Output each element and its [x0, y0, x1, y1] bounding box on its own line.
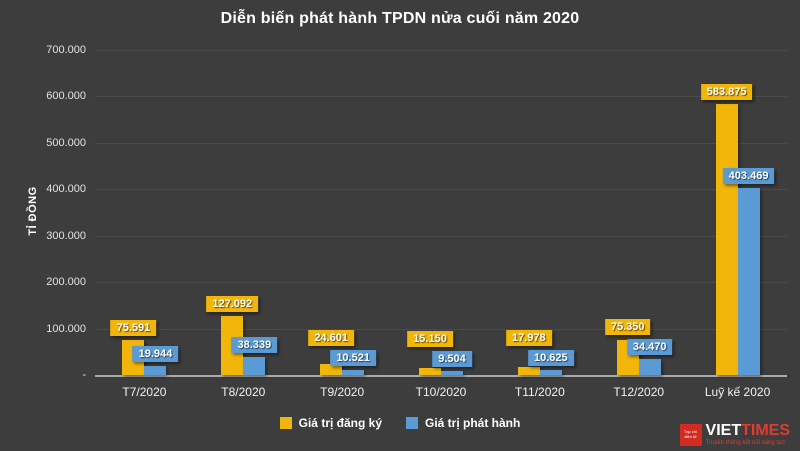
viettimes-logo: Tạp chí điện tử VIETTIMES Truyền thông k… [679, 423, 790, 447]
gridline [95, 96, 787, 98]
bar-value-label-dang-ky: 127.092 [206, 295, 259, 312]
bar-value-label-dang-ky: 583.875 [700, 83, 753, 100]
bar-value-label-dang-ky: 75.591 [110, 319, 157, 336]
logo-tagline: Truyền thông kết nối sáng tạo [705, 440, 785, 446]
category-label: T12/2020 [613, 385, 665, 399]
bar-dang-ky [419, 367, 441, 375]
bar-value-label-phat-hanh: 19.944 [132, 345, 179, 362]
legend-swatch-yellow [279, 417, 292, 429]
bar-phat-hanh [737, 187, 760, 375]
bar-value-label-phat-hanh: 38.339 [231, 337, 278, 354]
bar-phat-hanh [441, 370, 463, 375]
y-tick-label: 100.000 [46, 322, 86, 335]
category-label: T9/2020 [320, 385, 365, 399]
legend-label-dang-ky: Giá trị đăng ký [298, 416, 382, 430]
bar-value-label-phat-hanh: 9.504 [432, 350, 472, 367]
category-label: T11/2020 [514, 385, 565, 399]
y-tick-label: 200.000 [46, 276, 86, 289]
bar-value-label-phat-hanh: 403.469 [722, 167, 775, 184]
category-label: T7/2020 [122, 385, 167, 399]
y-tick-label: 300.000 [46, 229, 86, 242]
category-label: T8/2020 [221, 385, 266, 399]
logo-name-viet: VIET [705, 422, 742, 439]
gridline [95, 142, 787, 144]
legend-swatch-blue [406, 417, 418, 429]
legend-item-phat-hanh: Giá trị phát hành [406, 416, 520, 430]
bar-phat-hanh [144, 365, 167, 375]
category-label: T10/2020 [415, 385, 467, 399]
y-tick-label: 400.000 [46, 183, 86, 196]
category-label: Luỹ kế 2020 [704, 385, 771, 399]
bar-dang-ky [517, 366, 540, 375]
logo-name-times: TIMES [741, 422, 790, 439]
bar-value-label-phat-hanh: 34.470 [626, 338, 673, 355]
bar-value-label-dang-ky: 24.601 [308, 330, 354, 347]
gridline [95, 235, 787, 237]
bar-value-label-dang-ky: 75.350 [604, 318, 651, 335]
bar-value-label-dang-ky: 17.978 [506, 330, 552, 347]
legend: Giá trị đăng ký Giá trị phát hành [0, 416, 800, 430]
y-tick-label: 500.000 [46, 136, 86, 149]
viettimes-logo-icon: Tạp chí điện tử [679, 423, 702, 446]
bar-dang-ky [715, 103, 738, 375]
gridline [95, 328, 787, 330]
gridline [95, 282, 787, 284]
bar-phat-hanh [243, 357, 266, 375]
legend-label-phat-hanh: Giá trị phát hành [425, 416, 521, 430]
y-tick-label: 700.000 [46, 44, 86, 56]
x-axis-line [95, 375, 787, 377]
y-tick-label: 600.000 [46, 90, 86, 103]
bar-dang-ky [320, 363, 343, 375]
gridline [95, 50, 787, 51]
gridline [95, 189, 787, 191]
legend-item-dang-ky: Giá trị đăng ký [279, 416, 382, 430]
bar-value-label-phat-hanh: 10.625 [528, 350, 574, 367]
chart-title: Diễn biến phát hành TPDN nửa cuối năm 20… [220, 10, 580, 27]
logo-icon-text: Tạp chí điện tử [683, 428, 698, 439]
logo-name: VIETTIMES [706, 423, 790, 439]
bar-phat-hanh [342, 370, 365, 375]
bar-value-label-phat-hanh: 10.521 [330, 350, 376, 367]
bar-phat-hanh [638, 358, 661, 375]
bar-phat-hanh [539, 370, 562, 375]
y-tick-label: - [82, 369, 86, 381]
viettimes-logo-text: VIETTIMES Truyền thông kết nối sáng tạo [705, 423, 790, 447]
bar-value-label-dang-ky: 15.150 [407, 330, 453, 347]
